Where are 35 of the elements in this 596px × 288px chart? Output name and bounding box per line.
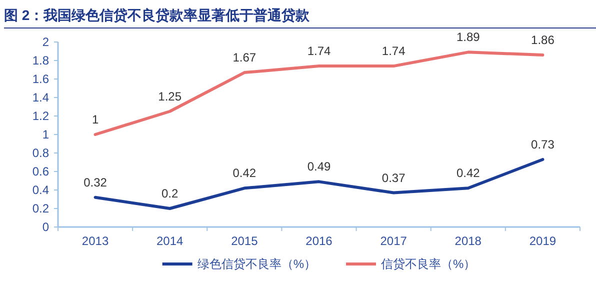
y-tick-label: 0.4 xyxy=(32,183,50,197)
data-label: 0.2 xyxy=(162,186,179,200)
x-tick-label: 2014 xyxy=(156,234,184,248)
data-label: 1.74 xyxy=(307,44,331,58)
x-tick-label: 2017 xyxy=(380,234,408,248)
legend-label: 信贷不良率（%） xyxy=(381,257,476,271)
y-tick-label: 0.8 xyxy=(32,146,50,160)
legend-label: 绿色信贷不良率（%） xyxy=(197,257,316,271)
y-tick-label: 1.4 xyxy=(32,90,50,104)
y-tick-label: 1.8 xyxy=(32,54,50,68)
y-tick-label: 1.2 xyxy=(32,109,50,123)
data-label: 1.67 xyxy=(232,50,256,65)
data-label: 1.74 xyxy=(382,44,406,58)
y-tick-label: 1 xyxy=(42,128,50,142)
y-tick-label: 0.6 xyxy=(32,164,50,178)
data-label: 0.37 xyxy=(382,170,406,185)
y-tick-label: 1.6 xyxy=(32,72,50,86)
data-label: 1.25 xyxy=(158,89,182,104)
x-tick-label: 2018 xyxy=(454,234,482,248)
x-tick-label: 2013 xyxy=(82,234,109,248)
y-tick-label: 0.2 xyxy=(32,202,50,216)
title: 图 2：我国绿色信贷不良贷款率显著低于普通贷款 xyxy=(4,7,310,23)
data-label: 1 xyxy=(92,112,99,126)
data-label: 0.42 xyxy=(456,166,480,180)
data-label: 1.89 xyxy=(456,30,480,44)
data-label: 0.49 xyxy=(307,160,331,174)
y-tick-label: 0 xyxy=(42,220,50,234)
x-tick-label: 2019 xyxy=(529,234,556,248)
data-label: 1.86 xyxy=(531,32,555,47)
data-label: 0.42 xyxy=(232,166,256,180)
y-tick-label: 2 xyxy=(42,35,50,49)
data-label: 0.32 xyxy=(84,175,108,190)
x-tick-label: 2015 xyxy=(231,234,258,248)
x-tick-label: 2016 xyxy=(306,234,333,248)
data-label: 0.73 xyxy=(531,137,555,152)
